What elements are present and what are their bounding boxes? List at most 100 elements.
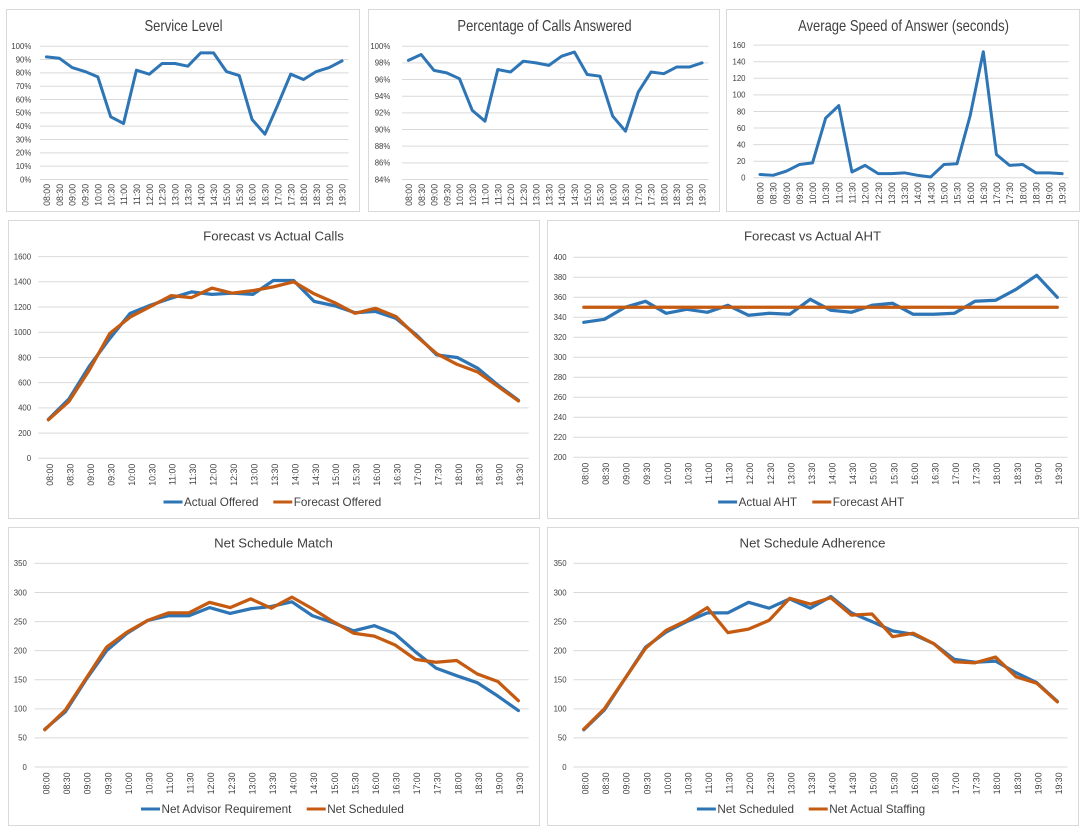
svg-text:14:30: 14:30: [848, 463, 858, 485]
svg-text:15:30: 15:30: [350, 772, 360, 794]
svg-text:80: 80: [737, 107, 746, 116]
svg-text:16:00: 16:00: [608, 184, 618, 206]
svg-text:11:00: 11:00: [168, 464, 178, 485]
svg-text:10:00: 10:00: [127, 464, 137, 486]
svg-text:08:30: 08:30: [769, 182, 779, 204]
svg-text:09:00: 09:00: [68, 184, 78, 206]
svg-text:17:30: 17:30: [972, 463, 982, 485]
svg-text:17:00: 17:00: [413, 464, 423, 486]
svg-text:1400: 1400: [14, 278, 32, 287]
svg-text:Forecast AHT: Forecast AHT: [833, 496, 904, 509]
svg-text:15:00: 15:00: [869, 463, 879, 485]
svg-text:17:30: 17:30: [972, 772, 982, 794]
svg-text:15:30: 15:30: [235, 184, 245, 206]
svg-text:19:30: 19:30: [515, 464, 525, 486]
svg-text:800: 800: [18, 353, 32, 362]
svg-text:14:30: 14:30: [926, 182, 936, 204]
svg-text:10:00: 10:00: [663, 772, 673, 794]
svg-text:12:30: 12:30: [519, 184, 529, 206]
svg-text:18:00: 18:00: [992, 463, 1002, 485]
svg-text:17:30: 17:30: [433, 464, 443, 486]
svg-text:Net Schedule Adherence: Net Schedule Adherence: [740, 536, 886, 551]
svg-text:18:30: 18:30: [474, 772, 484, 794]
svg-text:10:30: 10:30: [147, 464, 157, 486]
svg-text:100%: 100%: [370, 42, 390, 51]
svg-text:08:00: 08:00: [404, 184, 414, 206]
svg-text:19:30: 19:30: [1054, 772, 1064, 794]
svg-text:11:00: 11:00: [704, 772, 714, 793]
svg-text:11:30: 11:30: [188, 464, 198, 485]
svg-text:380: 380: [554, 273, 568, 282]
svg-text:18:30: 18:30: [312, 184, 322, 206]
svg-text:09:00: 09:00: [782, 182, 792, 204]
svg-text:15:00: 15:00: [869, 772, 879, 794]
svg-text:94%: 94%: [375, 92, 391, 101]
svg-text:16:00: 16:00: [372, 464, 382, 486]
svg-text:100: 100: [14, 705, 28, 714]
svg-text:08:00: 08:00: [42, 184, 52, 206]
svg-text:17:00: 17:00: [634, 184, 644, 206]
svg-text:300: 300: [14, 588, 28, 597]
svg-text:19:00: 19:00: [495, 464, 505, 486]
svg-text:13:30: 13:30: [544, 184, 554, 206]
svg-text:1600: 1600: [14, 252, 32, 261]
svg-text:0: 0: [22, 763, 27, 772]
svg-text:10:30: 10:30: [821, 182, 831, 204]
svg-text:08:30: 08:30: [55, 184, 65, 206]
svg-text:19:00: 19:00: [685, 184, 695, 206]
svg-text:14:00: 14:00: [828, 463, 838, 485]
svg-text:08:00: 08:00: [580, 463, 590, 485]
svg-text:12:30: 12:30: [227, 772, 237, 794]
svg-text:19:30: 19:30: [1058, 182, 1068, 204]
svg-text:40: 40: [737, 140, 746, 149]
svg-text:0%: 0%: [20, 175, 31, 184]
svg-text:14:00: 14:00: [913, 182, 923, 204]
svg-text:0: 0: [562, 763, 567, 772]
svg-text:10:00: 10:00: [124, 772, 134, 794]
svg-text:13:00: 13:00: [249, 464, 259, 486]
svg-text:10:30: 10:30: [468, 184, 478, 206]
svg-text:280: 280: [554, 373, 568, 382]
svg-text:15:00: 15:00: [222, 184, 232, 206]
svg-text:Forecast Offered: Forecast Offered: [294, 496, 381, 509]
svg-text:19:30: 19:30: [698, 184, 708, 206]
svg-text:Net Scheduled: Net Scheduled: [717, 803, 794, 816]
svg-text:160: 160: [732, 41, 746, 50]
svg-text:15:00: 15:00: [330, 772, 340, 794]
svg-text:Net Schedule Match: Net Schedule Match: [214, 536, 333, 551]
svg-text:09:00: 09:00: [430, 184, 440, 206]
svg-text:14:30: 14:30: [848, 772, 858, 794]
svg-text:11:00: 11:00: [834, 182, 844, 203]
svg-text:08:00: 08:00: [580, 772, 590, 794]
svg-text:09:30: 09:30: [642, 463, 652, 485]
svg-text:240: 240: [554, 413, 568, 422]
svg-text:18:00: 18:00: [299, 184, 309, 206]
svg-text:15:30: 15:30: [889, 772, 899, 794]
svg-text:16:30: 16:30: [392, 772, 402, 794]
svg-text:Actual AHT: Actual AHT: [739, 496, 797, 509]
svg-text:250: 250: [14, 617, 28, 626]
svg-text:200: 200: [554, 453, 568, 462]
svg-text:13:30: 13:30: [900, 182, 910, 204]
svg-text:100: 100: [554, 705, 568, 714]
svg-text:10:00: 10:00: [455, 184, 465, 206]
svg-text:Net Actual Staffing: Net Actual Staffing: [829, 803, 925, 816]
svg-text:90%: 90%: [16, 55, 32, 64]
svg-text:13:30: 13:30: [807, 772, 817, 794]
svg-text:16:30: 16:30: [261, 184, 271, 206]
svg-text:18:00: 18:00: [992, 772, 1002, 794]
svg-text:08:00: 08:00: [42, 772, 52, 794]
svg-text:12:00: 12:00: [506, 184, 516, 206]
svg-text:12:30: 12:30: [874, 182, 884, 204]
svg-text:08:30: 08:30: [601, 463, 611, 485]
svg-text:0: 0: [741, 174, 746, 183]
svg-text:16:30: 16:30: [979, 182, 989, 204]
svg-text:16:30: 16:30: [930, 772, 940, 794]
svg-text:18:30: 18:30: [1013, 772, 1023, 794]
svg-text:15:00: 15:00: [939, 182, 949, 204]
svg-text:13:00: 13:00: [786, 463, 796, 485]
svg-text:250: 250: [554, 617, 568, 626]
svg-text:0: 0: [27, 454, 32, 463]
svg-text:50: 50: [18, 734, 27, 743]
svg-text:20%: 20%: [16, 149, 32, 158]
